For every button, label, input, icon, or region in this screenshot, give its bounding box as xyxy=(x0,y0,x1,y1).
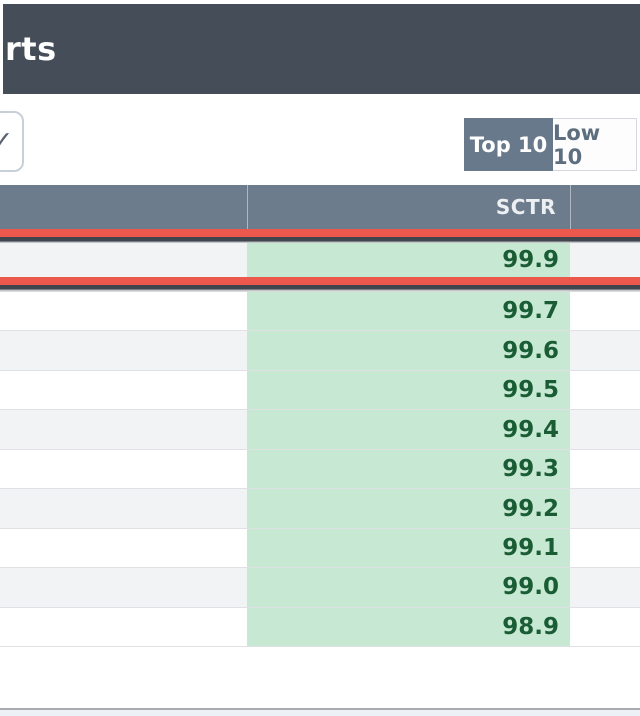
sctr-value-cell: 99.4 xyxy=(247,410,570,449)
table-row[interactable]: 99.5 xyxy=(0,370,640,411)
bottom-section-edge xyxy=(0,708,640,716)
page-title-bar: rts xyxy=(3,4,640,94)
sctr-value-cell: 99.9 xyxy=(247,243,570,277)
column-divider xyxy=(247,185,248,229)
table-header-row: SCTR xyxy=(0,185,640,229)
top-low-toggle: Top 10 Low 10 xyxy=(464,118,637,171)
table-row[interactable]: 98.9 xyxy=(0,607,640,648)
table-row[interactable]: 99.2 xyxy=(0,489,640,529)
sctr-value-cell: 98.9 xyxy=(247,607,570,647)
highlight-rule-bottom xyxy=(0,277,640,285)
sctr-column-header[interactable]: SCTR xyxy=(495,195,556,219)
table-row[interactable]: 99.4 xyxy=(0,410,640,450)
sctr-value-cell: 99.6 xyxy=(247,331,570,370)
page-title: rts xyxy=(5,30,57,68)
sctr-value-cell: 99.2 xyxy=(247,489,570,528)
sctr-value-cell: 99.7 xyxy=(247,292,570,331)
table-row[interactable]: 99.1 xyxy=(0,528,640,569)
sctr-value-cell: 99.0 xyxy=(247,568,570,607)
low-10-button[interactable]: Low 10 xyxy=(553,118,637,171)
table-row[interactable]: 99.7 xyxy=(0,292,640,332)
table-row-highlighted[interactable]: 99.9 xyxy=(0,243,640,277)
sctr-value-cell: 99.5 xyxy=(247,370,570,410)
checkmark-icon: ✓ xyxy=(0,126,14,157)
table-row[interactable]: 99.3 xyxy=(0,449,640,490)
table-row[interactable]: 99.0 xyxy=(0,568,640,608)
column-divider xyxy=(570,185,571,229)
filter-checkbox[interactable]: ✓ xyxy=(0,111,24,172)
top-10-button[interactable]: Top 10 xyxy=(464,118,553,171)
sctr-value-cell: 99.1 xyxy=(247,528,570,568)
sctr-value-cell: 99.3 xyxy=(247,449,570,489)
table-row[interactable]: 99.6 xyxy=(0,331,640,371)
highlight-rule-top xyxy=(0,229,640,237)
